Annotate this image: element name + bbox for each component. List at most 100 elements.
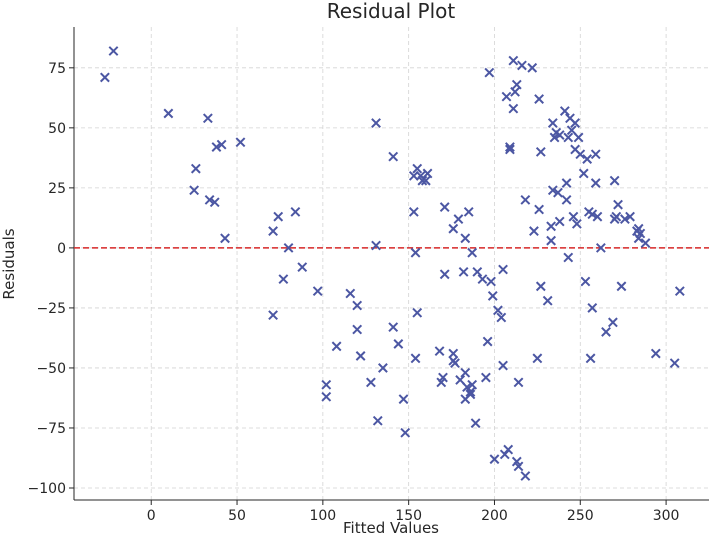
x-tick-label: 100 — [309, 508, 336, 524]
data-point — [372, 415, 383, 426]
data-point — [547, 185, 558, 196]
data-point — [465, 387, 476, 397]
data-point — [625, 211, 635, 222]
data-point — [412, 163, 423, 174]
data-point — [520, 471, 531, 481]
data-point — [216, 139, 227, 150]
data-point — [458, 266, 469, 277]
data-point — [501, 91, 512, 102]
data-point — [410, 247, 421, 258]
data-point — [438, 372, 448, 383]
chart-title: Residual Plot — [327, 0, 456, 23]
data-point — [312, 286, 323, 297]
data-point — [635, 228, 646, 239]
data-point — [601, 327, 611, 337]
data-point — [408, 206, 419, 217]
data-point — [535, 146, 546, 157]
data-point — [546, 221, 557, 232]
data-point — [331, 341, 342, 352]
data-point — [571, 218, 582, 229]
y-axis-title: Residuals — [0, 228, 18, 299]
data-point — [410, 353, 421, 364]
data-point — [448, 223, 459, 234]
data-point — [496, 312, 507, 323]
y-tick-label: 25 — [48, 181, 66, 197]
data-point — [352, 300, 363, 311]
data-point — [472, 266, 483, 277]
data-point — [532, 353, 543, 364]
data-point — [595, 242, 606, 253]
data-point — [573, 132, 584, 143]
data-point — [400, 427, 411, 438]
y-axis-ticks: −100 −75 −50 −25 0 25 50 75 — [28, 61, 74, 497]
data-point — [365, 377, 376, 388]
data-point — [529, 226, 539, 236]
data-point — [513, 377, 524, 388]
data-point — [465, 389, 476, 400]
data-point — [520, 194, 531, 205]
data-point — [508, 103, 519, 114]
data-point — [563, 132, 574, 143]
data-point — [547, 118, 558, 128]
data-point — [268, 226, 278, 236]
data-point — [211, 142, 222, 152]
data-point — [290, 206, 301, 217]
data-point — [553, 187, 563, 198]
data-point — [492, 305, 503, 316]
y-tick-label: 75 — [48, 61, 66, 77]
data-point — [321, 379, 332, 390]
data-point — [388, 151, 399, 162]
data-point — [578, 168, 589, 179]
data-point — [587, 209, 598, 220]
data-point — [371, 118, 381, 128]
data-point — [546, 235, 557, 246]
data-point — [420, 175, 431, 186]
data-point — [484, 67, 495, 78]
data-point — [283, 242, 294, 253]
data-point — [674, 286, 685, 297]
data-point — [568, 211, 579, 222]
data-point — [321, 391, 332, 402]
data-point — [352, 324, 363, 335]
data-point — [278, 274, 289, 285]
data-point — [398, 394, 409, 405]
data-point — [592, 211, 603, 222]
x-tick-label: 300 — [653, 508, 680, 524]
x-axis-ticks: 0 50 100 150 200 250 300 — [147, 500, 680, 524]
data-point — [650, 348, 661, 359]
data-point — [561, 194, 572, 205]
data-point — [511, 79, 522, 90]
data-point — [477, 274, 488, 285]
data-point — [455, 375, 466, 385]
data-point — [480, 372, 491, 383]
data-point — [534, 94, 545, 104]
data-point — [508, 55, 519, 66]
data-point — [163, 108, 174, 119]
data-point — [204, 194, 215, 205]
x-axis-title: Fitted Values — [343, 519, 439, 537]
y-tick-label: 50 — [48, 121, 66, 137]
data-point — [439, 202, 450, 212]
data-point — [575, 149, 586, 160]
axes — [73, 27, 709, 501]
y-tick-label: −50 — [36, 361, 66, 377]
data-point — [460, 233, 471, 244]
data-point — [467, 247, 478, 258]
data-point — [587, 303, 598, 313]
data-point — [503, 444, 514, 455]
data-point — [220, 233, 230, 244]
data-point — [99, 72, 110, 83]
data-point — [345, 288, 356, 299]
data-point — [388, 322, 399, 333]
data-point — [640, 238, 651, 248]
data-point — [582, 154, 593, 164]
data-point — [554, 130, 565, 140]
data-point — [202, 113, 213, 124]
data-point — [235, 137, 246, 148]
data-point — [609, 175, 620, 186]
data-point — [371, 240, 381, 251]
data-point — [297, 262, 308, 273]
data-point — [460, 367, 471, 378]
